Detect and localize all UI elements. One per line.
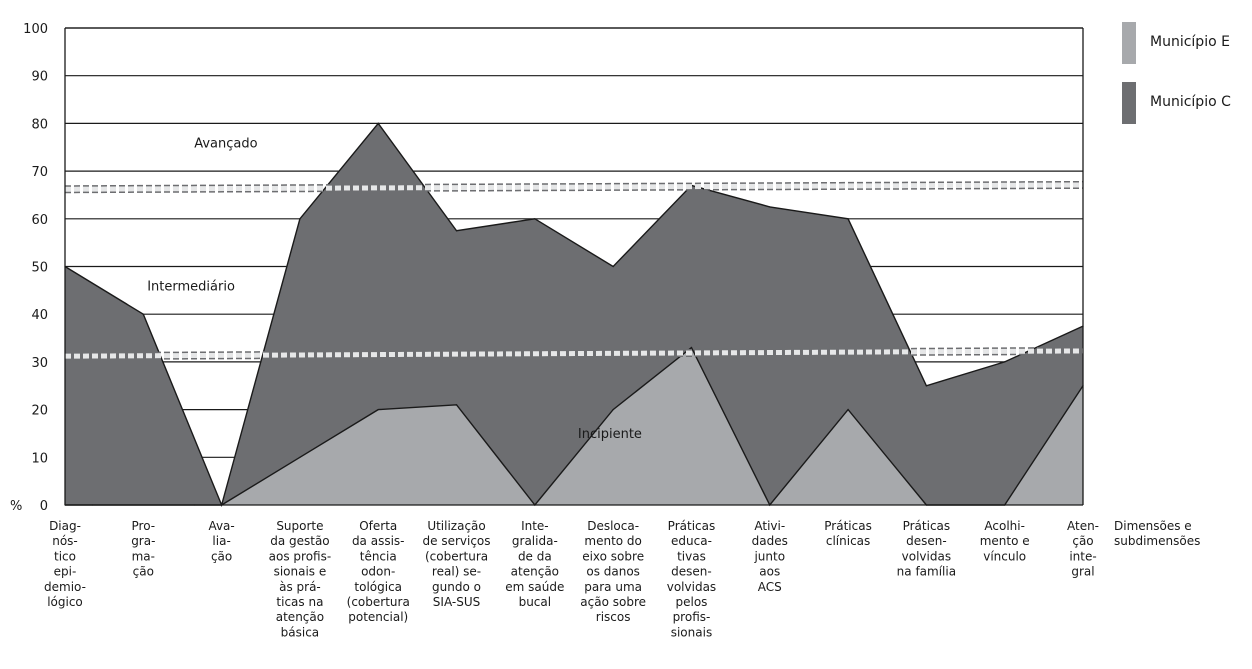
y-tick-70: 70	[31, 165, 48, 180]
data-point-s0-1	[142, 313, 144, 315]
x-tick-2: Ava-lia-ção	[208, 519, 234, 563]
data-point-s1-9	[690, 346, 693, 349]
x-tick-8: Práticas educa-tivas desen-volvidas pelos pr…	[667, 519, 716, 639]
data-point-s0-7	[612, 265, 614, 268]
data-point-s0-4	[377, 122, 379, 124]
x-tick-5: Utilização de serviços (cobertura real) se-…	[423, 519, 491, 609]
data-point-s1-11	[847, 409, 849, 411]
x-tick-12: Acolhi-mento e vínculo	[980, 519, 1030, 563]
x-tick-7: Desloca-mento do eixo sobre os danos para u…	[580, 519, 646, 624]
x-tick-6: Inte-gralida-de da atenção em saúde bucal	[505, 519, 564, 609]
annotation-0: Avançado	[194, 136, 257, 151]
y-tick-100: 100	[23, 22, 48, 37]
x-tick-10: Práticas clínicas	[824, 519, 872, 548]
legend-swatch-1	[1122, 82, 1136, 124]
y-tick-0: 0	[40, 499, 48, 514]
data-point-s0-12	[1004, 361, 1006, 363]
x-tick-labels: Diag-nós-tico epi-demio-lógico Pro-gra-ma-…	[44, 519, 1099, 639]
x-tick-11: Práticas desen-volvidas na família	[897, 519, 956, 579]
legend-swatch-0	[1122, 22, 1136, 64]
x-tick-3: Suporte da gestão aos profis-sionais e às p…	[269, 519, 332, 639]
legend: Município E Município C	[1122, 22, 1231, 124]
y-tick-30: 30	[31, 356, 48, 371]
data-point-s0-9	[769, 206, 771, 208]
x-tick-13: Aten-ção inte-gral	[1067, 519, 1099, 579]
x-tick-1: Pro-gra-ma-ção	[131, 519, 155, 579]
x-tick-4: Oferta da assis-tência odon-tológica (cober…	[347, 519, 410, 624]
data-point-s0-10	[847, 218, 849, 220]
threshold-lines	[64, 180, 1084, 361]
y-tick-20: 20	[31, 404, 48, 419]
y-tick-80: 80	[31, 117, 48, 132]
y-tick-60: 60	[31, 213, 48, 228]
y-axis-label: %	[10, 499, 22, 514]
legend-label-1: Município C	[1150, 94, 1231, 110]
y-tick-40: 40	[31, 308, 48, 323]
annotation-1: Intermediário	[147, 279, 235, 294]
series-area-0	[65, 123, 1083, 506]
zone-annotations: Avançado Intermediário Incipiente	[147, 136, 642, 442]
data-point-s0-3	[299, 218, 301, 220]
legend-label-0: Município E	[1150, 34, 1230, 50]
annotation-2: Incipiente	[578, 427, 642, 442]
series-area-1	[65, 347, 1083, 505]
series-line-0	[64, 122, 1084, 508]
y-tick-10: 10	[31, 451, 48, 466]
y-tick-labels: 0 10 20 30 40 50 60 70 80 90 100	[23, 22, 48, 514]
data-point-s1-6	[455, 404, 458, 406]
x-tick-9: Ativi-dades junto aos ACS	[752, 519, 788, 594]
threshold-upper-inner	[64, 182, 1084, 192]
data-point-s1-5	[377, 409, 379, 411]
x-axis-label: Dimensões e subdimensões	[1114, 519, 1200, 548]
y-tick-50: 50	[31, 261, 48, 276]
threshold-lower-inner	[64, 348, 1084, 359]
data-point-s0-5	[455, 230, 458, 232]
axes	[64, 27, 1084, 506]
data-point-s0-11	[925, 385, 927, 387]
data-point-s1-4	[299, 456, 301, 458]
data-point-s1-8	[612, 409, 614, 411]
y-tick-90: 90	[31, 70, 48, 85]
x-tick-0: Diag-nós-tico epi-demio-lógico	[44, 519, 86, 609]
data-point-s0-6	[534, 218, 536, 220]
